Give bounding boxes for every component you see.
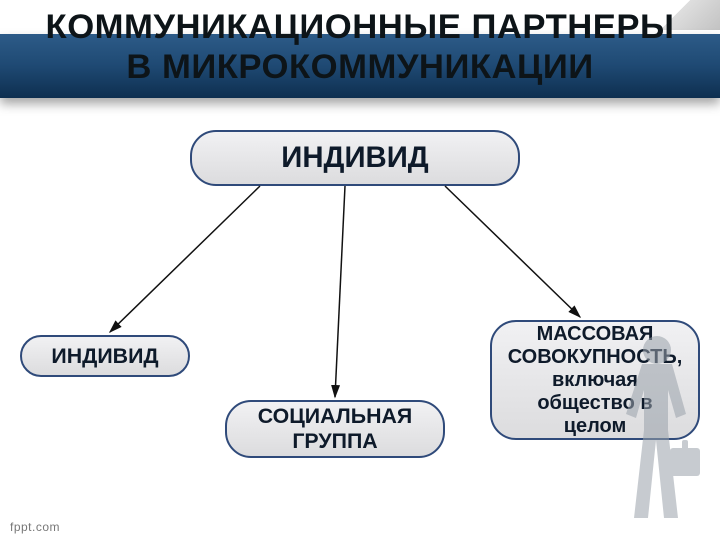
node-left: ИНДИВИД	[20, 335, 190, 377]
title-line-1: КОММУНИКАЦИОННЫЕ ПАРТНЕРЫ	[0, 8, 720, 48]
node-top: ИНДИВИД	[190, 130, 520, 186]
node-left-label: ИНДИВИД	[51, 344, 158, 369]
node-mid: СОЦИАЛЬНАЯГРУППА	[225, 400, 445, 458]
title-line-2: В МИКРОКОММУНИКАЦИИ	[0, 48, 720, 88]
slide-title: КОММУНИКАЦИОННЫЕ ПАРТНЕРЫ В МИКРОКОММУНИ…	[0, 8, 720, 88]
node-mid-label: СОЦИАЛЬНАЯГРУППА	[258, 404, 412, 454]
arrow-top-to-mid	[335, 186, 345, 397]
node-top-label: ИНДИВИД	[281, 141, 428, 175]
footer-brand: fppt.com	[10, 520, 60, 534]
arrow-top-to-right	[445, 186, 580, 317]
man-silhouette-icon	[612, 328, 702, 528]
arrow-top-to-left	[110, 186, 260, 332]
